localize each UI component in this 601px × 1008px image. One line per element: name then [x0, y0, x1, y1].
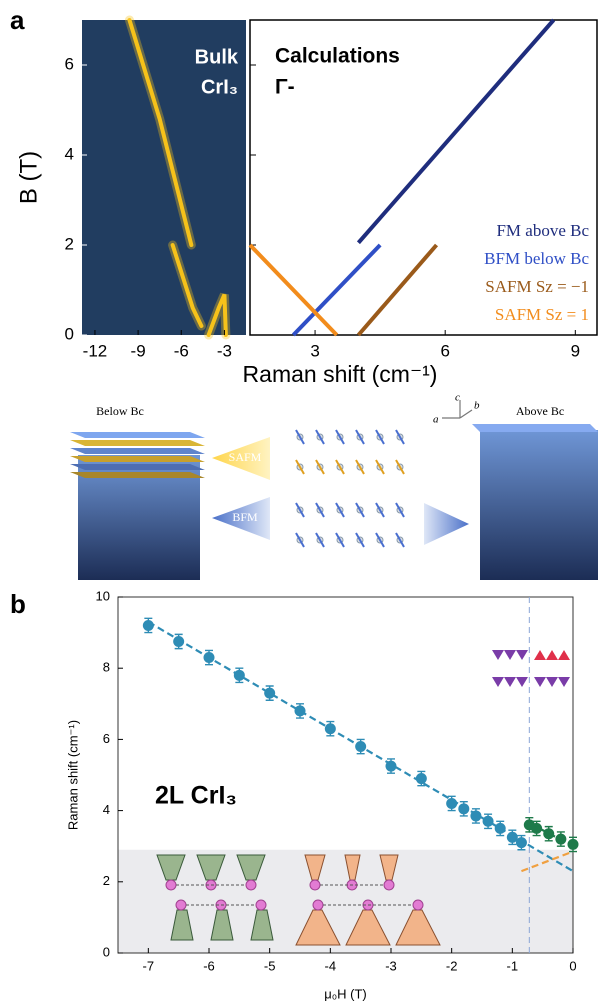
spin-insets: [156, 650, 570, 946]
layer-stack: [480, 430, 598, 580]
x-axis-label: μ₀H (T): [324, 986, 367, 1001]
legend-entry: SAFM Sz = −1: [485, 277, 589, 296]
y-tick-label: 4: [103, 802, 110, 817]
shaded-region: [118, 849, 573, 953]
point: [233, 669, 245, 681]
y-tick-label: 2: [65, 234, 74, 253]
line: [356, 18, 556, 245]
axis-letter: b: [474, 400, 480, 412]
stack-label: Above Bc: [516, 404, 564, 418]
axis-letter: c: [455, 392, 460, 404]
axes-icon: [442, 400, 473, 419]
y-tick-label: 6: [103, 731, 110, 746]
x-tick-label: -3: [385, 958, 397, 973]
streak: [170, 243, 204, 328]
legend-entry: FM above Bc: [496, 221, 589, 240]
point: [324, 723, 336, 735]
streak: [206, 293, 228, 337]
point: [142, 619, 154, 631]
annotation: CrI₃: [201, 76, 238, 98]
x-tick-label: -3: [217, 341, 232, 360]
y-axis-label: B (T): [15, 151, 42, 204]
fit-line: [521, 850, 574, 873]
arrow-wedge: [424, 503, 469, 545]
top-layers: [70, 432, 205, 478]
point: [470, 810, 482, 822]
legend-entry: SAFM Sz = 1: [495, 305, 589, 324]
point: [203, 652, 215, 664]
x-tick-label: 3: [310, 341, 319, 360]
chart-title: Calculations: [275, 45, 400, 68]
y-tick-label: 2: [103, 873, 110, 888]
line: [356, 243, 439, 337]
x-tick-label: -6: [203, 958, 215, 973]
transition-label: FM: [449, 504, 467, 518]
line: [248, 243, 339, 337]
panel-b-background: [118, 849, 573, 953]
x-axis-label: Raman shift (cm⁻¹): [243, 361, 438, 387]
line: [291, 243, 382, 337]
y-tick-label: 10: [96, 588, 110, 603]
arrow-wedge: [212, 437, 270, 480]
point: [173, 636, 185, 647]
point: [506, 831, 518, 843]
x-tick-label: -9: [131, 341, 146, 360]
x-tick-label: 0: [569, 958, 576, 973]
panel-label: a: [10, 5, 25, 35]
x-tick-label: 6: [440, 341, 449, 360]
point: [482, 815, 494, 827]
point: [567, 838, 579, 850]
transition-label: BFM: [232, 510, 258, 524]
diagram: c a b Below Bc Above Bc SAFM BFM FM: [70, 392, 598, 580]
x-tick-label: -6: [174, 341, 189, 360]
plot-frame: [249, 19, 598, 336]
legend-entry: BFM below Bc: [484, 249, 589, 268]
plot-frame: [117, 596, 574, 954]
x-tick-label: -5: [264, 958, 276, 973]
stack-label: Below Bc: [96, 404, 144, 418]
point: [415, 773, 427, 785]
x-tick-label: -7: [143, 958, 155, 973]
x-tick-label: -2: [446, 958, 458, 973]
x-tick-label: 9: [571, 341, 580, 360]
point: [264, 687, 276, 699]
panel-label: b: [10, 589, 26, 619]
point: [458, 803, 470, 815]
top-layer: [472, 424, 598, 432]
point: [543, 828, 555, 840]
x-tick-label: -1: [507, 958, 519, 973]
heatmap-background: [82, 20, 246, 335]
y-tick-label: 0: [103, 944, 110, 959]
point: [494, 822, 506, 834]
y-tick-label: 8: [103, 660, 110, 675]
axis-letter: a: [433, 414, 439, 426]
annotation: Bulk: [195, 46, 239, 68]
x-tick-label: -4: [325, 958, 337, 973]
point: [531, 822, 543, 834]
point: [515, 837, 527, 849]
lattice: [295, 429, 405, 548]
arrow-wedge: [212, 497, 270, 540]
point: [446, 797, 458, 809]
transition-label: SAFM: [229, 450, 262, 464]
point: [355, 741, 367, 753]
point: [555, 833, 567, 845]
y-tick-label: 0: [65, 324, 74, 343]
streak: [127, 18, 194, 247]
point: [294, 705, 306, 717]
y-axis-label: Raman shift (cm⁻¹): [65, 720, 80, 830]
chart-title: 2L CrI₃: [155, 782, 237, 810]
x-tick-label: -12: [83, 341, 108, 360]
point: [385, 760, 397, 772]
y-tick-label: 4: [65, 144, 74, 163]
y-tick-label: 6: [65, 54, 74, 73]
chart-subtitle: Γ-: [275, 76, 295, 99]
